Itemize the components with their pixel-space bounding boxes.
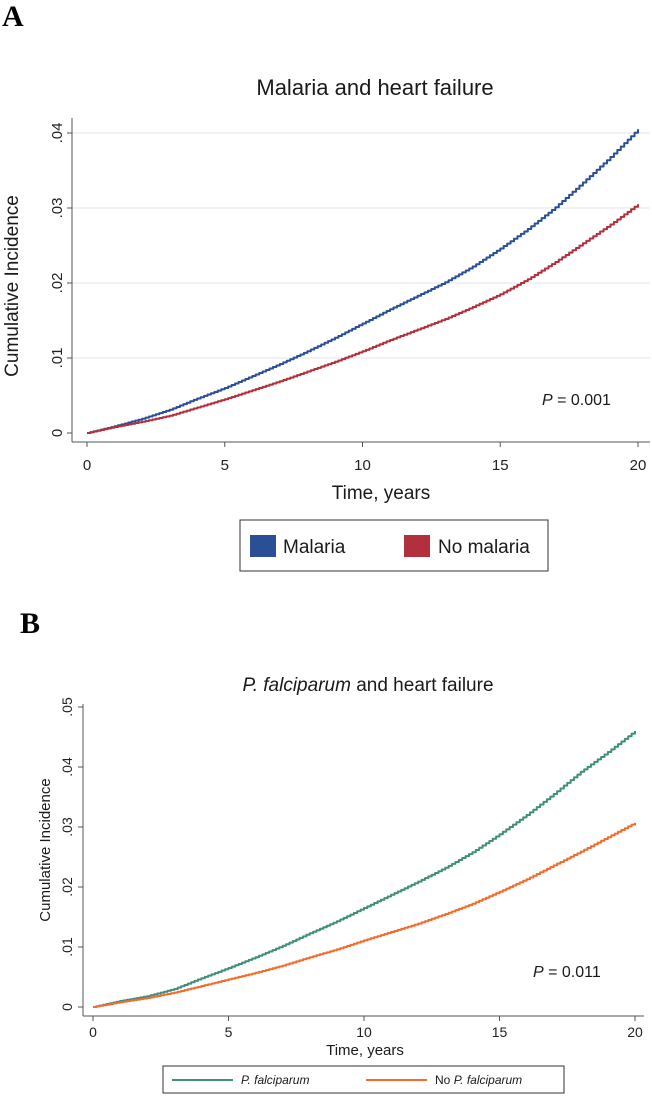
x-tick-label: 5 (221, 457, 229, 474)
y-tick-label: .03 (49, 198, 66, 219)
x-tick-label: 15 (492, 1024, 508, 1040)
chart-a-legend-box (239, 519, 549, 572)
chart-b-lines (93, 731, 636, 1008)
legend-no-p-falciparum-italic: P. falciparum (454, 1073, 522, 1087)
chart-b-title-italic: P. falciparum (242, 675, 350, 696)
chart-b-xlabel: Time, years (326, 1042, 404, 1059)
legend-label-no-malaria: No malaria (438, 537, 530, 558)
y-tick-label: .03 (59, 817, 75, 837)
chart-a-xlabel: Time, years (332, 483, 431, 504)
legend-swatch-no-malaria (404, 535, 430, 557)
chart-b-title: P. falciparum and heart failure (242, 675, 493, 696)
y-tick-label: .01 (49, 348, 66, 369)
panel-a-letter: A (2, 0, 24, 33)
y-tick-label: 0 (59, 1003, 75, 1011)
x-tick-label: 0 (83, 457, 91, 474)
chart-b-pvalue: P = 0.011 (533, 964, 601, 981)
legend-label-malaria: Malaria (283, 537, 346, 558)
chart-a-x-ticks: 0 5 10 15 20 (83, 442, 647, 474)
series-line-no-malaria (87, 204, 639, 434)
chart-a-title: Malaria and heart failure (256, 75, 493, 100)
y-tick-label: 0 (49, 429, 66, 437)
chart-b-pvalue-text: = 0.011 (544, 964, 601, 981)
x-tick-label: 0 (89, 1024, 97, 1040)
y-tick-label: .04 (59, 757, 75, 777)
chart-a-ylabel: Cumulative Incidence (2, 195, 23, 377)
legend-label-p-falciparum: P. falciparum (241, 1073, 309, 1087)
panel-b-letter: B (20, 607, 40, 640)
chart-a-y-ticks: 0 .01 .02 .03 .04 (49, 123, 72, 437)
chart-a-pvalue: P = 0.001 (542, 392, 611, 409)
series-line-malaria (87, 129, 639, 434)
chart-b-legend: P. falciparum No P. falciparum (162, 1065, 565, 1094)
chart-a-pvalue-text: = 0.001 (553, 392, 611, 409)
chart-panel-a: A Malaria and heart failure 0 .01 .02 .03 .0… (2, 0, 650, 572)
chart-b-ylabel: Cumulative Incidence (37, 778, 54, 921)
chart-a-pvalue-p: P (542, 392, 553, 409)
series-line-no-p-falciparum (93, 822, 636, 1008)
series-line-p-falciparum (93, 731, 636, 1008)
x-tick-label: 15 (492, 457, 509, 474)
legend-label-no-p-falciparum: No P. falciparum (435, 1073, 522, 1087)
y-tick-label: .04 (49, 123, 66, 144)
chart-b-x-ticks: 0 5 10 15 20 (89, 1016, 643, 1040)
legend-swatch-malaria (250, 535, 276, 557)
y-tick-label: .02 (49, 273, 66, 294)
legend-no-p-falciparum-prefix: No (435, 1073, 454, 1087)
legend-p-falciparum-italic: P. falciparum (241, 1073, 309, 1087)
y-tick-label: .02 (59, 877, 75, 897)
chart-a-lines (87, 129, 639, 434)
chart-b-title-rest: and heart failure (351, 675, 494, 696)
x-tick-label: 10 (356, 1024, 372, 1040)
chart-a-legend: Malaria No malaria (239, 519, 549, 572)
x-tick-label: 10 (354, 457, 371, 474)
x-tick-label: 20 (627, 1024, 643, 1040)
chart-a-gridlines (72, 132, 650, 359)
y-tick-label: .05 (59, 697, 75, 717)
y-tick-label: .01 (59, 937, 75, 957)
chart-panel-b: B P. falciparum and heart failure 0 .01 .0… (20, 607, 644, 1094)
chart-b-pvalue-p: P (533, 964, 544, 981)
chart-b-y-ticks: 0 .01 .02 .03 .04 .05 (59, 697, 83, 1011)
x-tick-label: 5 (225, 1024, 233, 1040)
x-tick-label: 20 (630, 457, 647, 474)
